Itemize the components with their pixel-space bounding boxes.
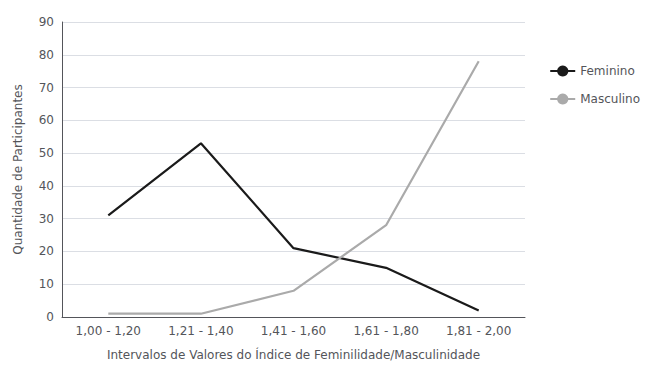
svg-text:Intervalos de Valores do Índic: Intervalos de Valores do Índice de Femin… (107, 347, 480, 362)
svg-text:1,81 - 2,00: 1,81 - 2,00 (446, 324, 511, 338)
svg-text:10: 10 (39, 277, 54, 291)
svg-text:1,21 - 1,40: 1,21 - 1,40 (168, 324, 233, 338)
svg-text:40: 40 (39, 179, 54, 193)
svg-text:0: 0 (46, 310, 54, 324)
svg-text:1,61 - 1,80: 1,61 - 1,80 (353, 324, 418, 338)
svg-text:60: 60 (39, 113, 54, 127)
svg-text:Feminino: Feminino (580, 64, 635, 78)
svg-text:1,00 - 1,20: 1,00 - 1,20 (76, 324, 141, 338)
svg-text:1,41 - 1,60: 1,41 - 1,60 (261, 324, 326, 338)
svg-text:Masculino: Masculino (580, 92, 640, 106)
svg-text:30: 30 (39, 212, 54, 226)
svg-text:80: 80 (39, 48, 54, 62)
svg-text:50: 50 (39, 146, 54, 160)
svg-text:20: 20 (39, 244, 54, 258)
svg-text:90: 90 (39, 15, 54, 29)
svg-text:70: 70 (39, 81, 54, 95)
svg-text:Quantidade de Participantes: Quantidade de Participantes (11, 84, 25, 255)
